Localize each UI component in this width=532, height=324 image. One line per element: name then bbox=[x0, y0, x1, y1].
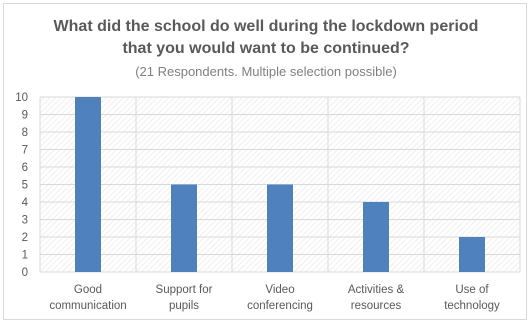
y-tick-label: 1 bbox=[22, 250, 28, 262]
y-tick-label: 0 bbox=[22, 267, 28, 279]
x-category-label: communication bbox=[49, 300, 126, 312]
y-tick-label: 9 bbox=[22, 110, 28, 122]
bar bbox=[267, 184, 293, 272]
y-tick-label: 2 bbox=[22, 232, 28, 244]
x-category-label: resources bbox=[351, 300, 402, 312]
y-tick-label: 6 bbox=[22, 162, 28, 174]
y-tick-label: 4 bbox=[22, 197, 29, 209]
y-tick-label: 10 bbox=[15, 92, 28, 104]
y-tick-label: 7 bbox=[22, 145, 28, 157]
x-category-label: Use of bbox=[455, 284, 489, 296]
x-category-label: technology bbox=[444, 300, 500, 312]
bar bbox=[171, 184, 197, 272]
chart-title-line-1: What did the school do well during the l… bbox=[53, 18, 479, 35]
x-category-label: conferencing bbox=[247, 300, 313, 312]
y-tick-label: 3 bbox=[22, 215, 28, 227]
y-tick-label: 8 bbox=[22, 127, 28, 139]
x-category-label: Video bbox=[265, 284, 294, 296]
chart-title-line-2: that you would want to be continued? bbox=[122, 40, 410, 57]
x-category-label: Activities & bbox=[348, 284, 405, 296]
x-category-label: Good bbox=[74, 284, 102, 296]
x-category-label: Support for bbox=[156, 284, 213, 296]
y-tick-label: 5 bbox=[22, 180, 28, 192]
bar bbox=[459, 237, 485, 272]
bar bbox=[75, 97, 101, 272]
x-category-label: pupils bbox=[169, 300, 199, 312]
bar bbox=[363, 202, 389, 272]
chart-subtitle: (21 Respondents. Multiple selection poss… bbox=[135, 64, 397, 79]
